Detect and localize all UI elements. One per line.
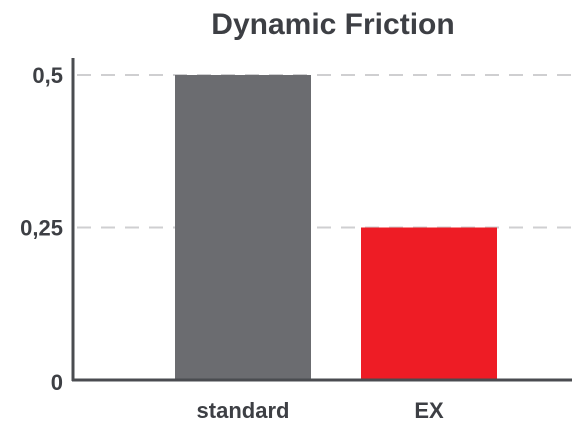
y-tick-label: 0 — [51, 370, 63, 395]
y-tick-label: 0,25 — [20, 216, 63, 241]
x-category-label: standard — [197, 398, 290, 423]
x-category-label: EX — [414, 398, 444, 423]
bars — [175, 75, 497, 380]
chart-title: Dynamic Friction — [211, 8, 454, 41]
x-axis-labels: standard EX — [197, 398, 444, 423]
bar-ex — [361, 227, 497, 380]
gridlines — [77, 74, 572, 229]
y-tick-label: 0,5 — [32, 63, 63, 88]
y-axis-ticks: 0 0,25 0,5 — [20, 63, 63, 395]
bar-standard — [175, 75, 311, 380]
